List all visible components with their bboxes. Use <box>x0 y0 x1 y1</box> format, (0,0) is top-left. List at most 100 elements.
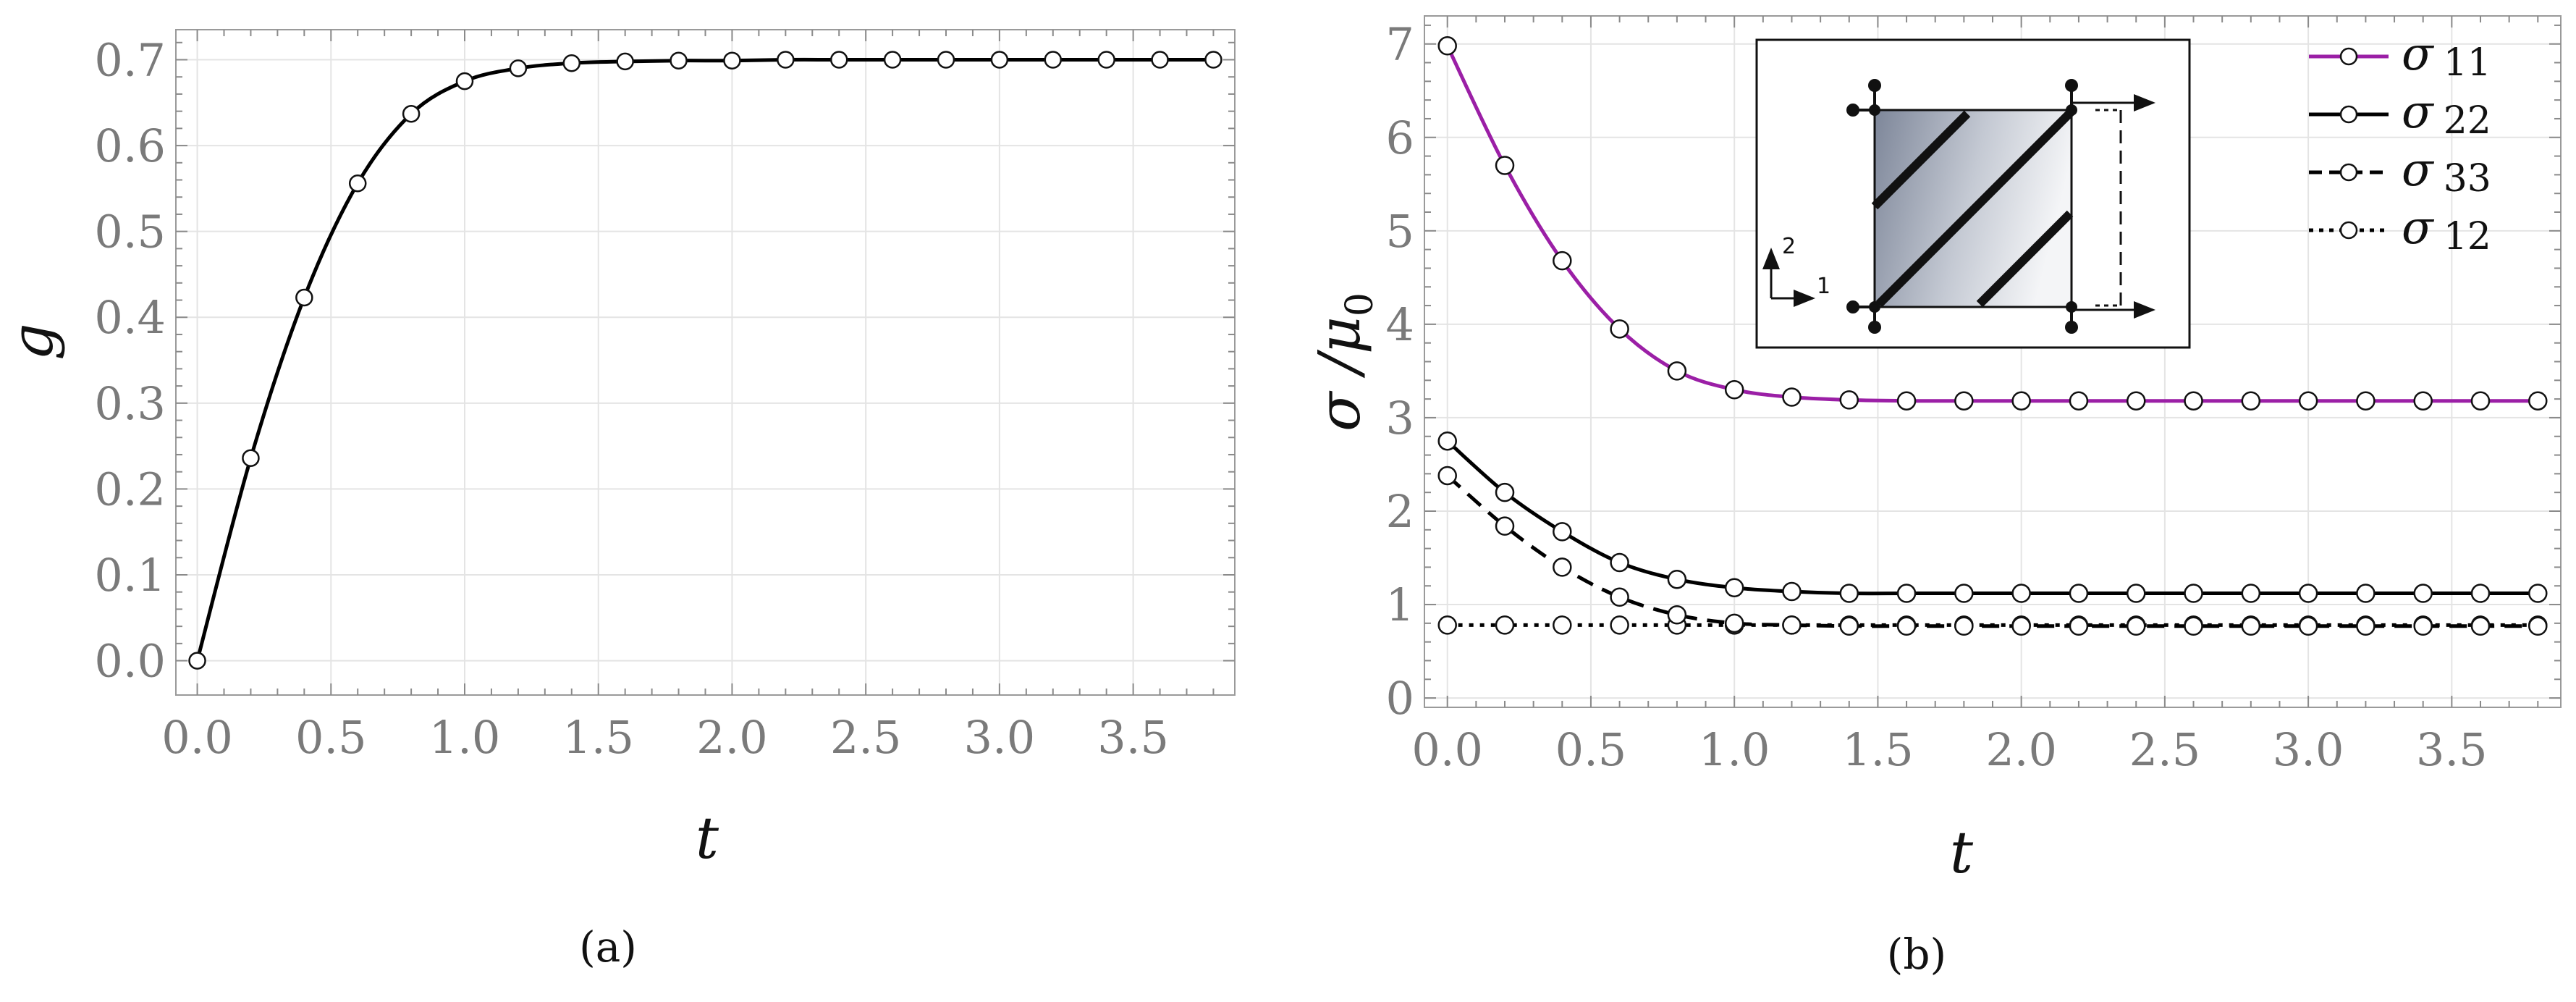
y-axis-label-a: g <box>0 323 66 360</box>
data-point-a-0-4 <box>402 104 421 123</box>
y-tick-label-b-1: 1 <box>1386 578 1414 631</box>
x-tick-label-b-1: 0.5 <box>1555 723 1627 776</box>
series-layer-a <box>188 51 1222 670</box>
legend-item-2: σ 33 <box>2309 143 2491 201</box>
inset-node-l <box>1846 104 1859 117</box>
data-point-a-0-9 <box>670 51 688 70</box>
legend-item-3: σ 12 <box>2309 201 2491 258</box>
data-point-b-0-15 <box>2298 391 2318 411</box>
inset-axes <box>1762 248 1815 307</box>
data-point-b-0-11 <box>2069 391 2089 411</box>
data-point-a-0-0 <box>188 652 206 670</box>
x-tick-label-a-2: 1.0 <box>429 711 501 764</box>
data-point-b-2-7 <box>1839 616 1859 636</box>
y-tick-labels-a: 0.0 0.1 0.2 0.3 0.4 0.5 0.6 0.7 <box>94 34 166 688</box>
x-tick-label-b-7: 3.5 <box>2416 723 2488 776</box>
inset-node-br <box>2065 321 2078 334</box>
legend-marker-2 <box>2339 163 2358 182</box>
plot-frame-a <box>175 29 1236 696</box>
data-point-a-0-11 <box>777 51 795 69</box>
y-tick-label-b-7: 7 <box>1386 18 1414 71</box>
inset-diagram: 2 1 <box>1755 38 2191 349</box>
data-point-b-1-8 <box>1896 584 1917 603</box>
data-point-a-0-19 <box>1204 51 1222 69</box>
y-tick-label-b-6: 6 <box>1386 111 1414 164</box>
data-point-b-2-11 <box>2069 616 2089 636</box>
panel-a-chart: 0.0 0.5 1.0 1.5 2.0 2.5 3.0 3.5 0.0 0.1 0.2 0.3 0.4… <box>0 29 1236 972</box>
series-b-2 <box>1437 466 2548 636</box>
data-point-b-1-14 <box>2241 584 2261 603</box>
legend-item-1: σ 22 <box>2309 85 2491 143</box>
legend-marker-1 <box>2339 105 2358 124</box>
x-tick-label-a-3: 1.5 <box>562 711 634 764</box>
data-point-a-0-5 <box>455 72 474 90</box>
y-tick-label-a-5: 0.5 <box>94 206 166 258</box>
data-point-a-0-7 <box>562 54 581 72</box>
x-tick-label-a-0: 0.0 <box>161 711 233 764</box>
x-tick-label-b-6: 3.0 <box>2273 723 2344 776</box>
x-tick-label-b-4: 2.0 <box>1985 723 2057 776</box>
data-point-a-0-12 <box>829 51 848 69</box>
caption-a: (a) <box>579 922 637 972</box>
y-axis-label-b-sub: 0 <box>1338 292 1382 316</box>
y-tick-label-b-4: 4 <box>1386 298 1414 351</box>
inset-axis-label-2: 2 <box>1782 234 1796 259</box>
x-tick-label-b-5: 2.5 <box>2129 723 2201 776</box>
data-point-b-0-0 <box>1437 36 1457 56</box>
legend-symbol-0: σ <box>2402 28 2435 81</box>
data-point-b-1-15 <box>2298 584 2318 603</box>
series-line-b-2 <box>1446 474 2538 628</box>
data-point-b-1-12 <box>2126 584 2146 603</box>
data-point-b-1-19 <box>2528 584 2548 603</box>
inset-node-tl <box>1868 79 1881 92</box>
x-axis-label-a: t <box>696 804 719 872</box>
data-point-b-2-4 <box>1667 605 1687 625</box>
inset-node-c1 <box>1869 104 1880 116</box>
data-point-b-2-18 <box>2470 616 2491 636</box>
data-point-b-2-0 <box>1437 466 1457 486</box>
y-tick-label-b-0: 0 <box>1386 672 1414 725</box>
data-point-b-0-17 <box>2413 391 2433 411</box>
legend-item-0: σ 11 <box>2309 28 2491 85</box>
y-tick-label-a-4: 0.4 <box>94 291 166 344</box>
x-tick-label-a-4: 2.0 <box>696 711 768 764</box>
x-tick-label-a-6: 3.0 <box>964 711 1036 764</box>
series-b-0 <box>1437 36 2548 411</box>
data-point-a-0-14 <box>937 51 955 69</box>
data-point-b-1-17 <box>2413 584 2433 603</box>
y-tick-label-b-3: 3 <box>1386 392 1414 445</box>
data-point-b-2-9 <box>1954 616 1974 636</box>
x-tick-label-a-5: 2.5 <box>830 711 902 764</box>
y-axis-label-b: σ /μ0 <box>1306 292 1382 431</box>
data-point-b-1-9 <box>1954 584 1974 603</box>
data-point-a-0-8 <box>616 52 634 71</box>
legend-subscript-1: 22 <box>2444 99 2491 143</box>
data-point-b-2-19 <box>2528 616 2548 636</box>
x-tick-labels-b: 0.0 0.5 1.0 1.5 2.0 2.5 3.0 3.5 <box>1411 723 2487 776</box>
data-point-b-2-12 <box>2126 616 2146 636</box>
y-tick-label-b-2: 2 <box>1386 485 1414 538</box>
data-point-b-2-14 <box>2241 616 2261 636</box>
x-tick-label-b-2: 1.0 <box>1699 723 1770 776</box>
grid-lines-a <box>176 30 1235 695</box>
y-tick-label-a-6: 0.6 <box>94 119 166 172</box>
data-point-b-1-0 <box>1437 431 1457 451</box>
legend-marker-3 <box>2339 221 2358 240</box>
data-point-b-1-2 <box>1553 522 1572 542</box>
data-point-b-1-18 <box>2470 584 2491 603</box>
data-point-a-0-17 <box>1097 51 1115 69</box>
series-b-1 <box>1437 431 2548 603</box>
inset-node-lb <box>1846 300 1859 313</box>
inset-node-bl <box>1868 321 1881 334</box>
data-point-b-1-6 <box>1782 581 1802 602</box>
data-point-b-2-5 <box>1724 613 1744 633</box>
data-point-b-0-3 <box>1610 319 1629 339</box>
inset-load-arrows <box>2072 94 2155 319</box>
data-point-b-0-19 <box>2528 391 2548 411</box>
data-point-b-1-10 <box>2011 584 2031 603</box>
inset-fiber-2 <box>1875 108 2075 308</box>
data-point-b-3-2 <box>1553 615 1572 635</box>
data-point-a-0-13 <box>883 51 902 69</box>
data-point-a-0-2 <box>295 288 313 307</box>
